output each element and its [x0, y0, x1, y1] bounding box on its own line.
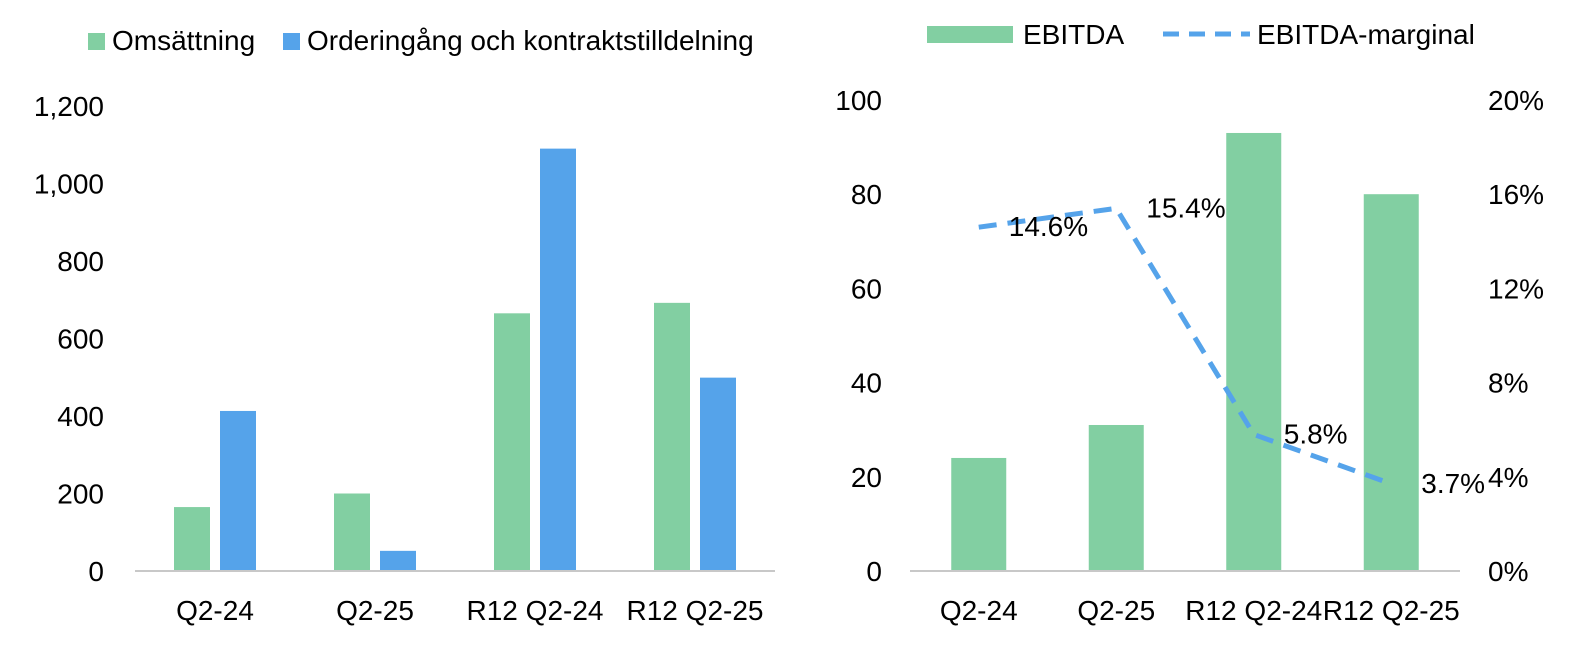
bar-orderingang [220, 410, 256, 571]
legend-label-ebitda-marginal: EBITDA-marginal [1257, 19, 1475, 50]
bar-ebitda [1226, 132, 1282, 571]
bar-omsattning [174, 507, 210, 571]
right-chart-y-axis-left: 0 20 40 60 80 100 [835, 85, 882, 587]
left-chart: 0 200 400 600 800 1,000 1,200 Q2-24 Q2-25 R12 Q2… [34, 91, 775, 626]
left-x-tick-label: Q2-24 [176, 595, 254, 626]
right-x-tick-label: R12 Q2-24 [1185, 595, 1322, 626]
data-label-ebitda-marginal: 3.7% [1421, 468, 1485, 499]
left-y-tick-label: 0 [88, 556, 104, 587]
right-chart-y-axis-right: 0% 4% 8% 12% 16% 20% [1488, 85, 1544, 587]
data-label-ebitda-marginal: 15.4% [1146, 192, 1225, 223]
right-y2-tick-label: 8% [1488, 368, 1528, 399]
left-x-tick-label: Q2-25 [336, 595, 414, 626]
right-y2-tick-label: 4% [1488, 462, 1528, 493]
left-x-tick-label: R12 Q2-25 [627, 595, 764, 626]
left-chart-y-axis: 0 200 400 600 800 1,000 1,200 [34, 91, 104, 587]
legend-label-ebitda: EBITDA [1023, 19, 1124, 50]
right-y-tick-label: 100 [835, 85, 882, 116]
left-y-tick-label: 1,000 [34, 169, 104, 200]
right-chart-margin-line [978, 205, 1393, 487]
left-chart-x-axis: Q2-24 Q2-25 R12 Q2-24 R12 Q2-25 [176, 595, 763, 626]
right-chart: 0 20 40 60 80 100 0% 4% 8% 12% 16% 20% 14.6% 15.4% 5… [835, 85, 1544, 626]
bar-orderingang [540, 148, 576, 571]
bar-ebitda [1088, 424, 1144, 571]
right-y-tick-label: 80 [851, 179, 882, 210]
right-y2-tick-label: 16% [1488, 179, 1544, 210]
legend-swatch-omsattning [88, 33, 105, 50]
right-y-tick-label: 40 [851, 368, 882, 399]
bar-omsattning [334, 493, 370, 571]
data-label-ebitda-marginal: 5.8% [1284, 418, 1348, 449]
left-y-tick-label: 600 [57, 324, 104, 355]
right-x-tick-label: Q2-24 [940, 595, 1018, 626]
right-chart-bars [951, 132, 1419, 571]
bar-omsattning [654, 302, 690, 571]
right-y-tick-label: 60 [851, 273, 882, 304]
right-y2-tick-label: 0% [1488, 556, 1528, 587]
right-x-tick-label: Q2-25 [1077, 595, 1155, 626]
right-y-tick-label: 0 [866, 556, 882, 587]
right-chart-legend: EBITDA EBITDA-marginal [927, 19, 1475, 50]
legend-swatch-ebitda [927, 26, 1013, 43]
legend-swatch-orderingang [283, 33, 300, 50]
line-ebitda-marginal [978, 205, 1393, 487]
bar-orderingang [380, 550, 416, 571]
data-label-ebitda-marginal: 14.6% [1009, 211, 1088, 242]
left-chart-legend: Omsättning Orderingång och kontraktstill… [88, 25, 754, 56]
legend-label-omsattning: Omsättning [112, 25, 255, 56]
right-chart-data-labels: 14.6% 15.4% 5.8% 3.7% [1009, 192, 1485, 499]
bar-orderingang [700, 377, 736, 571]
right-chart-x-axis: Q2-24 Q2-25 R12 Q2-24 R12 Q2-25 [940, 595, 1460, 626]
bar-ebitda [1363, 194, 1419, 571]
bar-omsattning [494, 313, 530, 571]
left-y-tick-label: 400 [57, 401, 104, 432]
left-y-tick-label: 1,200 [34, 91, 104, 122]
left-y-tick-label: 800 [57, 246, 104, 277]
right-x-tick-label: R12 Q2-25 [1323, 595, 1460, 626]
right-y2-tick-label: 12% [1488, 273, 1544, 304]
left-chart-bars [174, 148, 736, 571]
right-y-tick-label: 20 [851, 462, 882, 493]
right-y2-tick-label: 20% [1488, 85, 1544, 116]
legend-label-orderingang: Orderingång och kontraktstilldelning [307, 25, 754, 56]
bar-ebitda [951, 457, 1007, 571]
left-y-tick-label: 200 [57, 479, 104, 510]
left-x-tick-label: R12 Q2-24 [467, 595, 604, 626]
